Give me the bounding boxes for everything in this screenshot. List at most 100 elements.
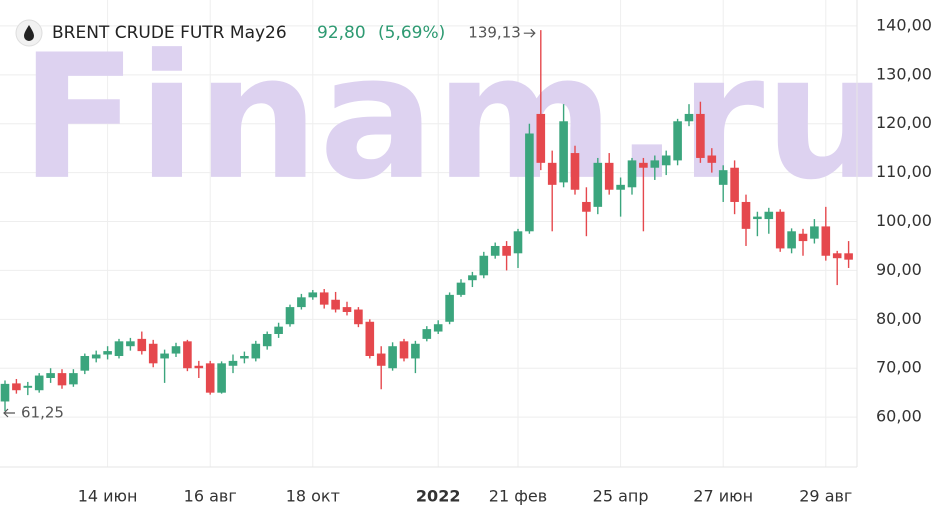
candle-body (365, 321, 375, 356)
candle-body (684, 113, 694, 122)
y-tick-label: 120,00 (876, 113, 932, 132)
candle-body (126, 341, 135, 347)
x-tick-label: 16 авг (184, 487, 237, 506)
candle-body (422, 329, 432, 339)
candle-body (399, 341, 409, 359)
y-tick-label: 60,00 (876, 407, 922, 426)
candle-body (354, 309, 363, 325)
price-change: (5,69%) (378, 23, 445, 43)
candle-body (730, 167, 739, 202)
instrument-title: BRENT CRUDE FUTR May26 (52, 23, 287, 43)
candle-body (639, 162, 648, 168)
candle-body (80, 355, 90, 371)
candle-body (228, 360, 238, 366)
min-label: 61,25 (21, 404, 64, 422)
candle-body (285, 307, 295, 325)
y-tick-label: 140,00 (876, 15, 932, 34)
candle-body (148, 343, 158, 364)
candle-body (376, 353, 386, 366)
candle-body (479, 255, 489, 276)
candle-body (194, 365, 204, 369)
candle-body (468, 275, 477, 281)
y-tick-label: 70,00 (876, 358, 922, 377)
candle-body (502, 245, 511, 256)
candle-body (570, 153, 580, 190)
candle-body (547, 162, 557, 185)
candle-body (137, 338, 147, 352)
logo-icon (24, 25, 34, 41)
min-arrow (3, 408, 15, 418)
candle-body (753, 216, 762, 220)
candle-body (707, 155, 717, 163)
last-price: 92,80 (317, 23, 366, 43)
candle-body (844, 253, 853, 260)
candle-body (525, 133, 534, 232)
y-tick-label: 100,00 (876, 211, 932, 230)
candle-body (775, 211, 785, 249)
candle-body (798, 233, 808, 242)
candle-body (0, 383, 10, 402)
candle-body (787, 231, 796, 249)
candle-body (91, 354, 101, 359)
candle-body (490, 245, 500, 256)
candle-body (103, 351, 112, 355)
y-tick-label: 90,00 (876, 260, 922, 279)
candle-body (764, 211, 774, 220)
candle-body (513, 231, 523, 254)
candle-body (183, 341, 192, 369)
candle-body (319, 292, 329, 305)
candle-body (34, 375, 44, 391)
candle-body (331, 299, 340, 310)
candle-body (12, 383, 21, 391)
candle-body (297, 297, 306, 308)
candle-body (616, 184, 625, 190)
x-tick-label: 2022 (416, 487, 461, 506)
x-tick-label: 29 авг (799, 487, 852, 506)
candle-body (832, 253, 842, 259)
x-tick-label: 25 апр (593, 487, 649, 506)
candle-body (718, 170, 728, 185)
candle-body (821, 226, 831, 256)
candle-body (251, 343, 261, 359)
candle-body (627, 160, 637, 188)
candle-body (661, 155, 671, 166)
candle-body (673, 121, 682, 161)
x-tick-label: 18 окт (286, 487, 340, 506)
candle-body (810, 226, 819, 239)
candle-body (604, 162, 614, 190)
candle-body (456, 282, 466, 295)
candle-body (593, 162, 603, 207)
candle-body (69, 373, 78, 385)
candle-body (650, 160, 660, 168)
x-tick-label: 27 июн (693, 487, 753, 506)
x-tick-label: 21 фев (489, 487, 547, 506)
watermark: Finam.ru (20, 17, 887, 218)
candle-body (582, 201, 591, 212)
y-tick-label: 110,00 (876, 162, 932, 181)
candle-body (388, 346, 397, 369)
max-arrow (523, 28, 536, 38)
y-tick-label: 130,00 (876, 64, 932, 83)
candle-body (559, 121, 568, 183)
candle-body (217, 363, 226, 393)
candle-body (411, 343, 420, 359)
candle-body (274, 326, 283, 334)
candle-body (57, 373, 67, 386)
candle-body (262, 333, 272, 347)
max-label: 139,13 (468, 24, 521, 42)
candle-body (342, 307, 352, 312)
candle-body (741, 201, 751, 229)
candle-body (46, 373, 55, 379)
candle-body (114, 341, 124, 356)
candle-body (23, 385, 33, 388)
x-tick-label: 14 июн (78, 487, 138, 506)
candle-body (171, 346, 181, 354)
candle-body (433, 324, 443, 332)
y-tick-label: 80,00 (876, 309, 922, 328)
candle-body (160, 353, 169, 359)
candle-body (205, 363, 215, 393)
candle-body (696, 113, 705, 158)
candle-body (536, 113, 546, 163)
